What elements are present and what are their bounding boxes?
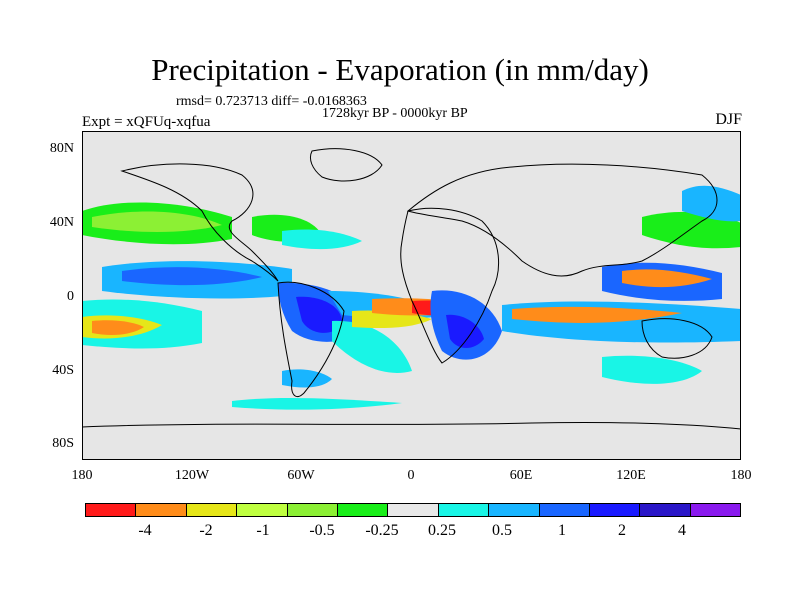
colorbar-swatch — [337, 504, 389, 516]
colorbar-swatch — [640, 504, 691, 516]
colorbar-label: -0.5 — [309, 522, 335, 539]
field-wpac-orange — [622, 269, 712, 288]
x-tick-label: 0 — [407, 468, 415, 483]
x-tick-label: 180 — [730, 468, 752, 483]
anomaly-fields — [82, 185, 741, 410]
period-label: 1728kyr BP - 0000kyr BP — [322, 106, 468, 121]
colorbar-swatch — [489, 504, 540, 516]
x-tick-label: 180 — [71, 468, 93, 483]
field-npac-lightgreen — [92, 211, 222, 232]
x-tick-label: 120W — [174, 468, 210, 483]
field-indian-south-cyan — [602, 355, 702, 384]
experiment-label: Expt = xQFUq-xqfua — [82, 114, 211, 130]
x-tick-label: 60E — [509, 468, 533, 483]
y-tick-label: 40N — [49, 215, 74, 230]
colorbar-swatch — [388, 504, 439, 516]
plot-frame — [82, 131, 741, 460]
colorbar-label: 0.5 — [492, 522, 512, 539]
coast-north-america — [120, 163, 279, 282]
x-tick-label: 120E — [616, 468, 646, 483]
coast-antarctica — [82, 421, 741, 430]
colorbar-swatch — [438, 504, 490, 516]
colorbar-swatch — [86, 504, 137, 516]
field-satl-cyan — [332, 320, 412, 373]
colorbar-swatch — [690, 504, 741, 516]
colorbar-label: -1 — [256, 522, 270, 539]
field-patagonia-blue — [282, 369, 332, 388]
season-label: DJF — [715, 111, 742, 128]
field-spac-orange — [92, 320, 144, 335]
coast-south-america — [277, 281, 345, 397]
field-japan-blue — [682, 185, 741, 222]
field-southern-cyan — [232, 397, 402, 410]
map-plot — [82, 131, 741, 460]
colorbar-swatch — [186, 504, 238, 516]
colorbar-label: -2 — [199, 522, 213, 539]
y-tick-label: 80S — [52, 436, 74, 451]
stats-line: rmsd= 0.723713 diff= -0.0168363 — [176, 94, 367, 109]
field-natl-cyan — [282, 229, 362, 250]
colorbar-swatch — [539, 504, 590, 516]
colorbar-label: 1 — [558, 522, 566, 539]
chart-title: Precipitation - Evaporation (in mm/day) — [151, 52, 649, 87]
field-pacific-itcz-core — [122, 267, 262, 286]
colorbar-label: 0.25 — [428, 522, 456, 539]
coast-greenland — [309, 148, 383, 182]
coast-africa — [400, 207, 500, 364]
colorbar-swatch — [287, 504, 338, 516]
colorbar-label: -4 — [138, 522, 152, 539]
coast-australia — [641, 318, 713, 359]
field-npac-west-green — [642, 211, 741, 249]
colorbar-label: 2 — [618, 522, 626, 539]
coastlines — [82, 148, 741, 430]
y-tick-label: 0 — [67, 289, 74, 304]
x-tick-label: 60W — [287, 468, 315, 483]
colorbar-swatch — [136, 504, 187, 516]
colorbar-label: -0.25 — [365, 522, 399, 539]
field-samerica-core — [296, 296, 343, 333]
field-indian-orange — [512, 306, 682, 323]
field-africa-core — [446, 314, 484, 348]
coast-eurasia — [406, 163, 718, 277]
y-tick-label: 40S — [52, 363, 74, 378]
colorbar-swatch — [237, 504, 288, 516]
colorbar — [85, 503, 741, 517]
colorbar-swatch — [589, 504, 641, 516]
y-tick-label: 80N — [49, 141, 74, 156]
colorbar-label: 4 — [678, 522, 686, 539]
